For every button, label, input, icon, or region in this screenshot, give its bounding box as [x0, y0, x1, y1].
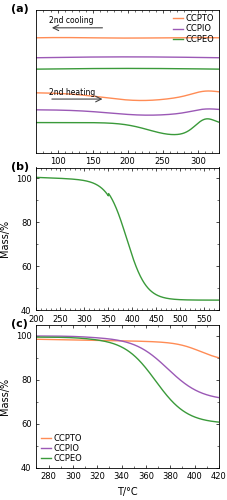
Text: (c): (c) [11, 320, 28, 330]
X-axis label: T/°C: T/°C [117, 487, 137, 497]
Text: (b): (b) [11, 162, 29, 172]
Legend: CCPTO, CCPIO, CCPEO: CCPTO, CCPIO, CCPEO [173, 14, 214, 44]
Y-axis label: Mass/%: Mass/% [0, 378, 10, 415]
X-axis label: T/°C: T/°C [117, 330, 137, 340]
Text: 2nd cooling: 2nd cooling [49, 16, 93, 25]
X-axis label: T/°C: T/°C [117, 172, 137, 182]
Text: (a): (a) [11, 4, 29, 15]
Y-axis label: Mass/%: Mass/% [0, 220, 10, 258]
Legend: CCPTO, CCPIO, CCPEO: CCPTO, CCPIO, CCPEO [40, 434, 81, 464]
Text: 2nd heating: 2nd heating [49, 88, 95, 97]
